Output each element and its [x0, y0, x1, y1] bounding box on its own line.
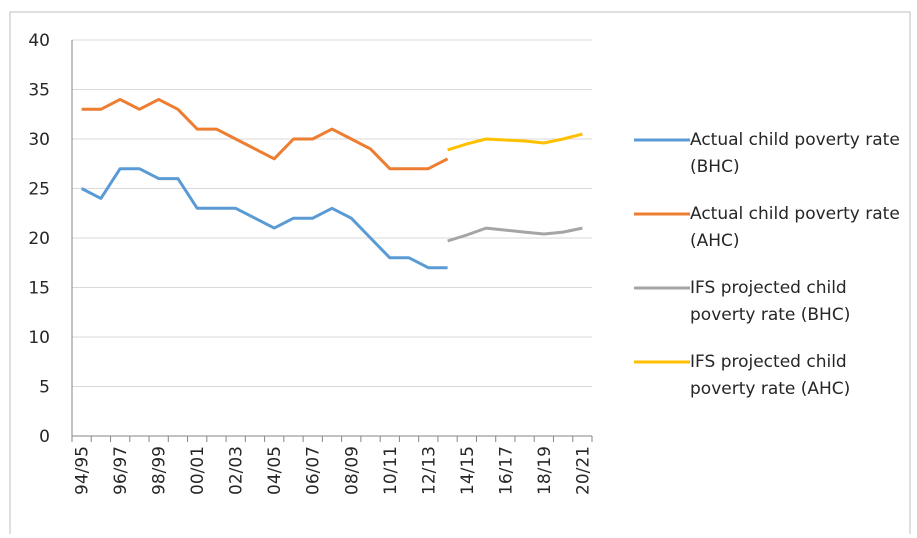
x-tick-label: 02/03 — [227, 446, 247, 495]
y-tick-label: 25 — [28, 180, 50, 200]
y-tick-label: 30 — [28, 130, 50, 150]
y-tick-label: 10 — [28, 328, 50, 348]
legend-label-box: IFS projected child poverty rate (BHC) — [690, 278, 851, 325]
y-tick-label: 5 — [39, 378, 50, 398]
legend-label: Actual child poverty rate (AHC) — [690, 204, 900, 251]
legend-label-box: IFS projected child poverty rate (AHC) — [690, 352, 851, 399]
y-tick-label: 20 — [28, 229, 50, 249]
x-tick-label: 20/21 — [573, 446, 593, 495]
x-tick-label: 12/13 — [419, 446, 439, 495]
x-tick-label: 00/01 — [188, 446, 208, 495]
legend-label: Actual child poverty rate (BHC) — [690, 130, 900, 177]
x-tick-label: 08/09 — [342, 446, 362, 495]
series-line — [447, 226, 583, 243]
chart-border — [9, 11, 911, 534]
legend-label-box: Actual child poverty rate (AHC) — [690, 204, 900, 251]
x-tick-label: 10/11 — [381, 446, 401, 495]
x-tick-label: 14/15 — [458, 446, 478, 495]
x-tick-label: 18/19 — [535, 446, 555, 495]
legend-label: IFS projected child poverty rate (AHC) — [690, 352, 851, 399]
x-tick-label: 94/95 — [73, 446, 93, 495]
series-line — [81, 97, 449, 171]
x-tick-label: 98/99 — [150, 446, 170, 495]
x-tick-label: 06/07 — [304, 446, 324, 495]
y-tick-label: 40 — [28, 31, 50, 51]
y-tick-label: 0 — [39, 427, 50, 447]
x-tick-label: 96/97 — [111, 446, 131, 495]
y-tick-label: 15 — [28, 279, 50, 299]
x-tick-label: 04/05 — [265, 446, 285, 495]
series-line — [447, 132, 583, 152]
series-line — [80, 167, 448, 270]
y-tick-label: 35 — [28, 81, 50, 101]
legend-label-box: Actual child poverty rate (BHC) — [690, 130, 900, 177]
x-tick-label: 16/17 — [496, 446, 516, 495]
legend-label: IFS projected child poverty rate (BHC) — [690, 278, 851, 325]
